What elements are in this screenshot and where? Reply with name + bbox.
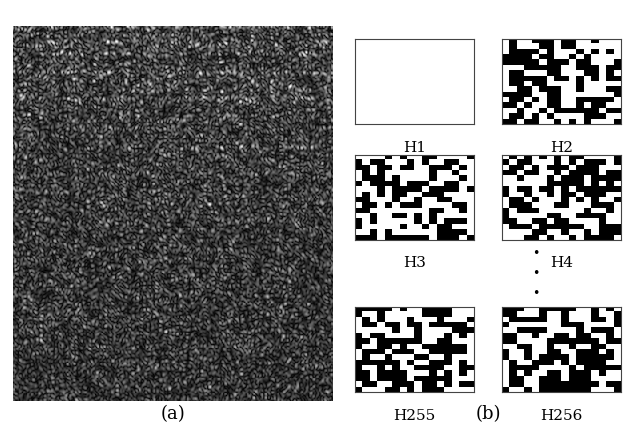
Text: H3: H3 [403,256,426,270]
Text: •: • [532,267,540,280]
Text: •: • [532,287,540,300]
Text: H2: H2 [550,141,573,155]
Text: H4: H4 [550,256,573,270]
Text: •: • [532,248,540,260]
Text: (b): (b) [476,405,500,423]
Text: H1: H1 [403,141,426,155]
Text: H256: H256 [540,409,583,423]
Text: (a): (a) [161,405,185,423]
Text: H255: H255 [393,409,436,423]
